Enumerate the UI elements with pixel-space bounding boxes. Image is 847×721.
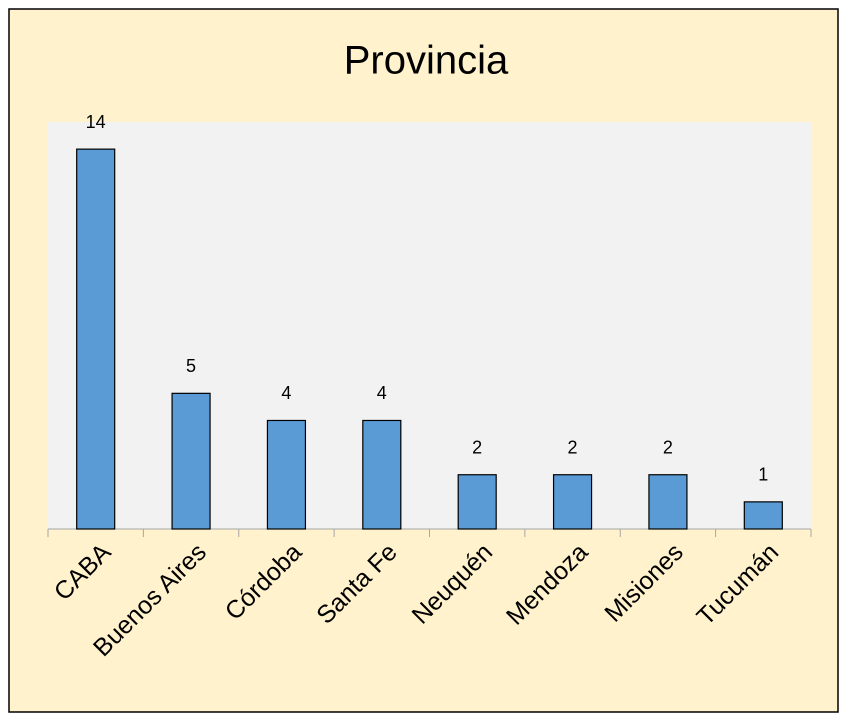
data-label: 4 xyxy=(281,383,291,403)
chart-title: Provincia xyxy=(344,39,509,83)
data-label: 1 xyxy=(758,465,768,485)
data-label: 2 xyxy=(568,437,578,457)
data-label: 14 xyxy=(86,112,106,132)
bar xyxy=(457,474,497,530)
plot-area xyxy=(48,122,811,529)
data-label: 2 xyxy=(472,437,482,457)
bar xyxy=(648,474,688,530)
bar xyxy=(76,148,116,530)
bar xyxy=(171,392,211,530)
data-label: 4 xyxy=(377,383,387,403)
bar xyxy=(266,419,307,530)
bar xyxy=(743,501,783,530)
bar xyxy=(552,474,593,530)
data-label: 5 xyxy=(186,356,196,376)
data-label: 2 xyxy=(663,437,673,457)
bar xyxy=(362,419,402,530)
